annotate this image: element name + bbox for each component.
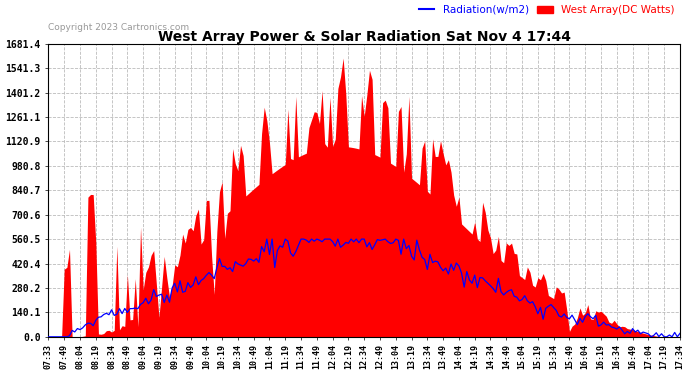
Title: West Array Power & Solar Radiation Sat Nov 4 17:44: West Array Power & Solar Radiation Sat N… — [158, 30, 571, 44]
Legend: Radiation(w/m2), West Array(DC Watts): Radiation(w/m2), West Array(DC Watts) — [419, 5, 675, 15]
Text: Copyright 2023 Cartronics.com: Copyright 2023 Cartronics.com — [48, 23, 190, 32]
